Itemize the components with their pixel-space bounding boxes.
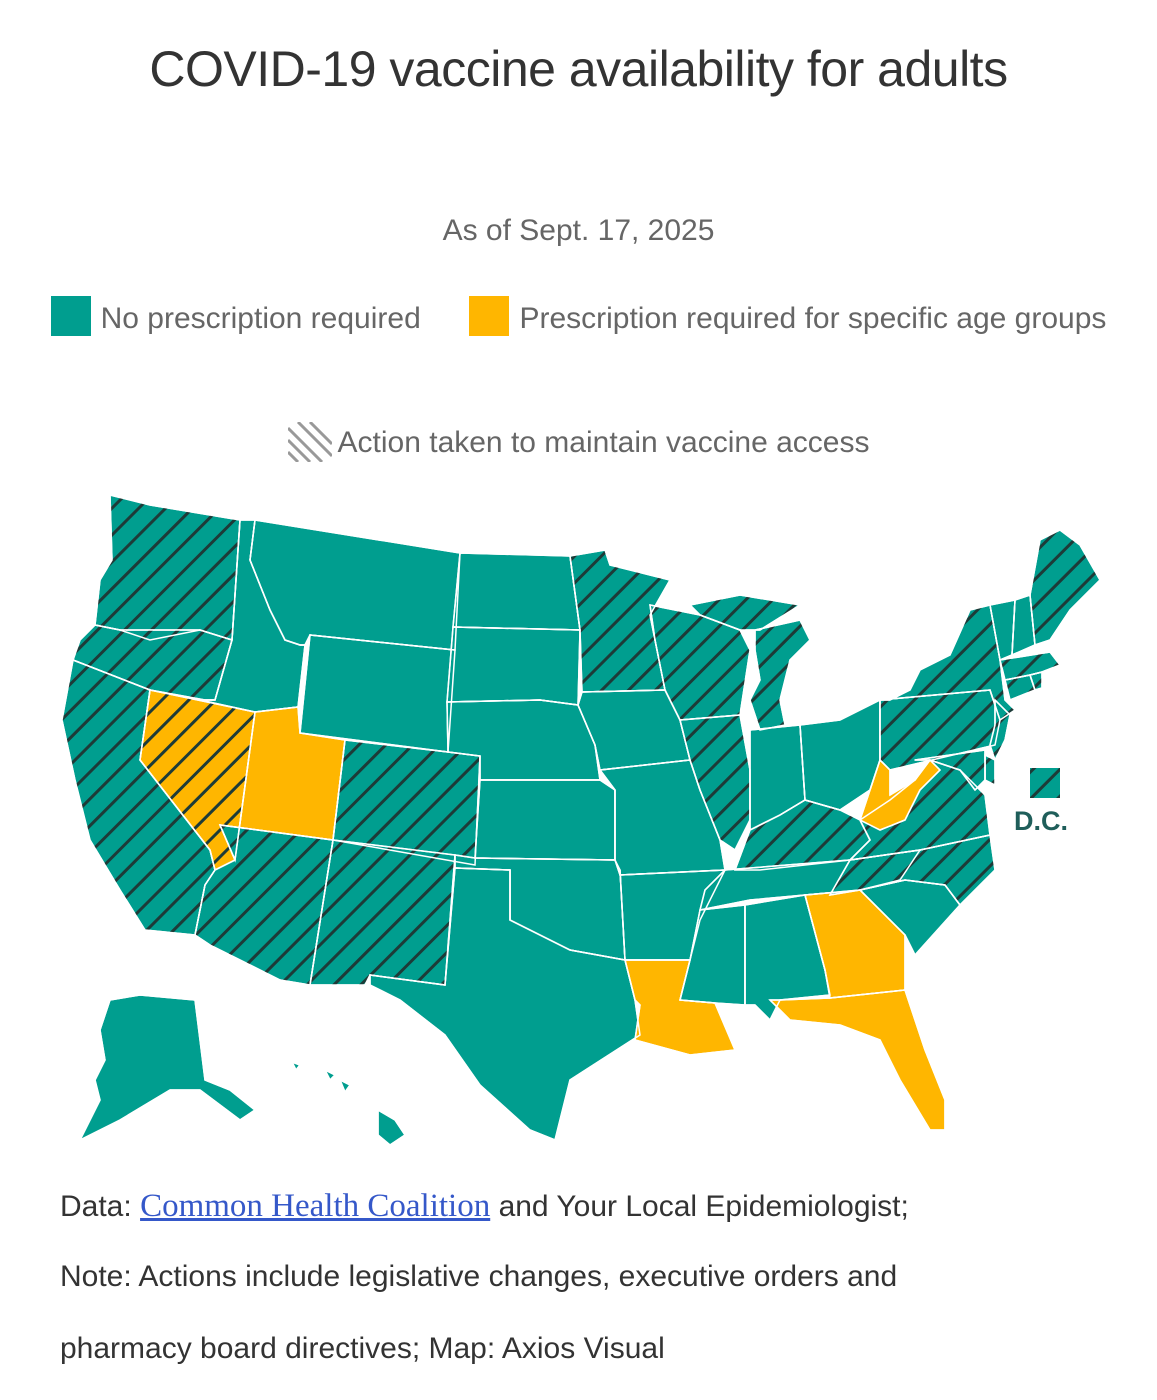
footer-data-source: Data: Common Health Coalition and Your L… [60,1188,1120,1225]
legend-swatch-yellow [469,296,510,336]
state-wy[interactable] [299,634,456,753]
footer-data-prefix: Data: [60,1190,132,1223]
chart-title: COVID-19 vaccine availability for adults [149,41,1008,97]
state-me[interactable] [1029,529,1101,646]
state-nm[interactable] [309,839,456,986]
legend-swatch-teal [50,296,91,336]
legend-item-prescription: Prescription required for specific age g… [469,296,1107,336]
hatch-pattern-icon [287,422,332,462]
states-layer [61,494,1101,1146]
legend-label-prescription: Prescription required for specific age g… [519,302,1107,335]
state-oh[interactable] [799,699,881,811]
legend-action: Action taken to maintain vaccine access [0,422,1157,462]
state-nd[interactable] [452,552,581,631]
state-mt[interactable] [249,519,461,651]
dc-label: D.C. [1014,806,1068,836]
legend-item-no-prescription: No prescription required [50,296,430,336]
state-sd[interactable] [446,626,581,706]
state-de[interactable] [984,754,996,786]
chart-subtitle: As of Sept. 17, 2025 [442,214,715,247]
common-health-coalition-link[interactable]: Common Health Coalition [140,1188,491,1224]
state-wa[interactable] [94,494,241,641]
state-fl[interactable] [769,989,946,1131]
state-ks[interactable] [474,779,616,861]
state-hi[interactable] [291,1061,406,1146]
dc-marker[interactable]: D.C. [1014,768,1068,836]
legend-status: No prescription required Prescription re… [0,296,1157,342]
legend-label-action: Action taken to maintain vaccine access [337,426,870,459]
state-ak[interactable] [79,994,256,1141]
footer-data-suffix: and Your Local Epidemiologist; [498,1190,909,1223]
footer-note-line1: Note: Actions include legislative change… [60,1260,898,1293]
us-map: D.C. [61,494,1101,1146]
footer-note-line2: pharmacy board directives; Map: Axios Vi… [60,1332,665,1365]
legend-label-no-prescription: No prescription required [100,302,421,335]
dc-hatch [1030,768,1060,798]
